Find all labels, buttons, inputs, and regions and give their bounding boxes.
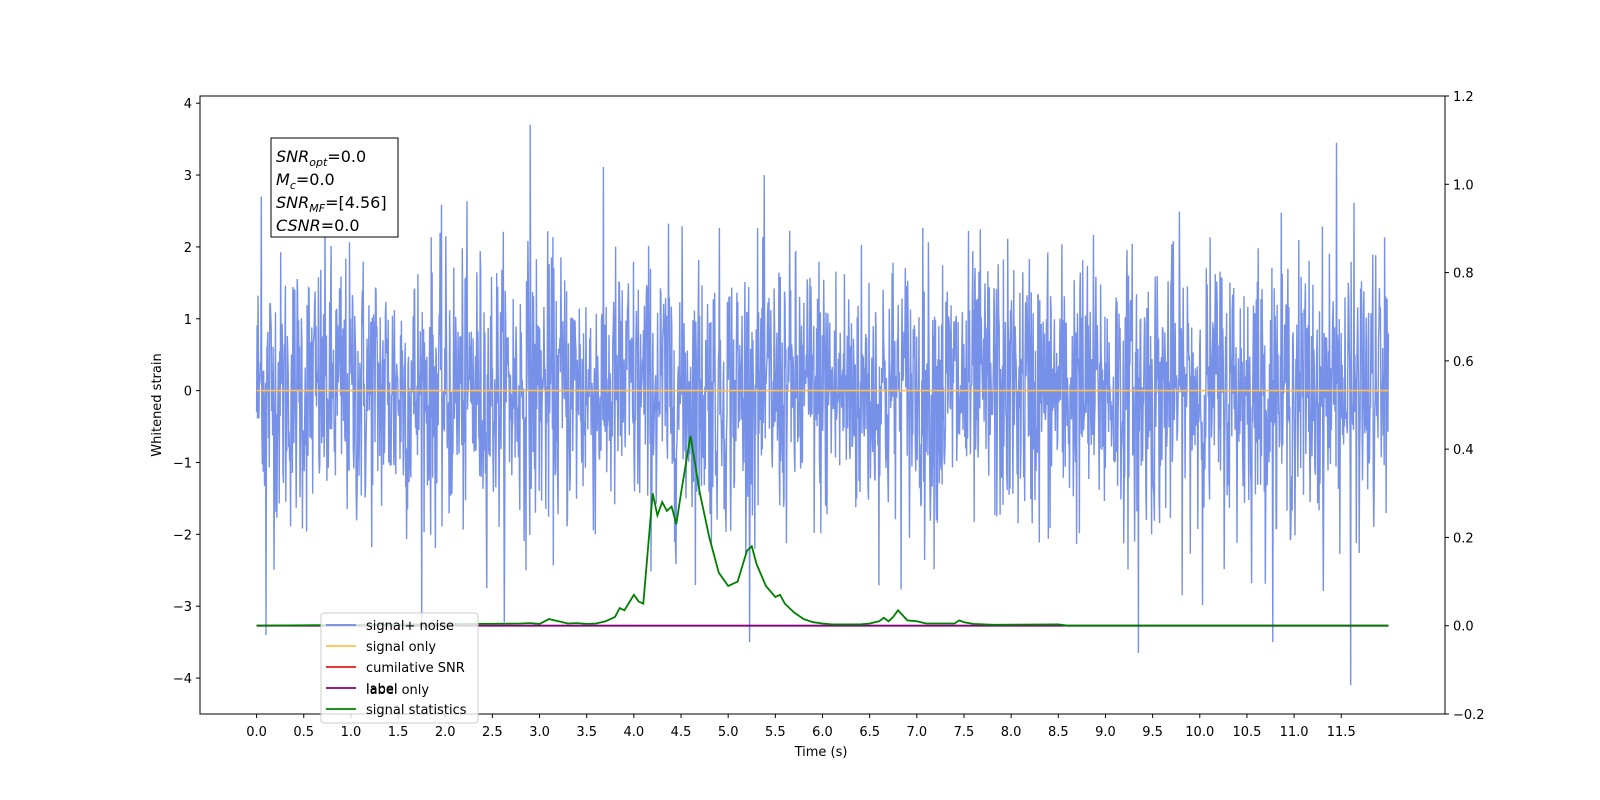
x-tick-label: 6.0 xyxy=(812,725,833,740)
x-tick-label: 3.0 xyxy=(529,725,550,740)
legend-label: signal statistics xyxy=(366,703,467,718)
y2-tick-label: 1.0 xyxy=(1453,178,1474,193)
y2-tick-label: −0.2 xyxy=(1453,708,1485,723)
x-tick-label: 4.5 xyxy=(671,725,692,740)
x-tick-label: 1.0 xyxy=(341,725,362,740)
x-tick-label: 5.5 xyxy=(765,725,786,740)
x-tick-label: 5.0 xyxy=(718,725,739,740)
series-signal-statistics xyxy=(256,435,1389,627)
x-axis-label: Time (s) xyxy=(794,745,848,760)
annotation-line: SNRMF=[4.56] xyxy=(276,193,387,215)
y2-tick-label: 0.8 xyxy=(1453,267,1474,282)
legend-label: signal+ noise xyxy=(366,619,454,634)
x-tick-label: 8.0 xyxy=(1001,725,1022,740)
x-tick-label: 4.0 xyxy=(624,725,645,740)
y2-tick-label: 0.6 xyxy=(1453,355,1474,370)
y2-tick-label: 0.4 xyxy=(1453,443,1474,458)
y2-tick-label: 0.2 xyxy=(1453,531,1474,546)
x-tick-label: 1.5 xyxy=(388,725,409,740)
x-tick-label: 3.5 xyxy=(576,725,597,740)
x-tick-label: 0.0 xyxy=(246,725,267,740)
y-tick-label: −3 xyxy=(173,600,192,615)
y2-tick-label: 1.2 xyxy=(1453,90,1474,105)
x-tick-label: 10.0 xyxy=(1185,725,1214,740)
legend-label: signal only xyxy=(366,640,436,655)
y-tick-label: 2 xyxy=(184,241,192,256)
x-tick-label: 11.0 xyxy=(1280,725,1309,740)
legend-label: label xyxy=(366,682,397,697)
x-tick-label: 2.0 xyxy=(435,725,456,740)
series-signal-plus-noise xyxy=(255,124,1390,686)
signal-statistics-line xyxy=(256,435,1389,627)
y-tick-label: −1 xyxy=(173,456,192,471)
signal-plus-noise-line xyxy=(255,124,1390,686)
x-tick-label: 10.5 xyxy=(1232,725,1261,740)
annotation-line: CSNR=0.0 xyxy=(276,216,360,235)
x-tick-label: 11.5 xyxy=(1327,725,1356,740)
x-tick-label: 2.5 xyxy=(482,725,503,740)
y-tick-label: 0 xyxy=(184,385,192,400)
x-tick-label: 6.5 xyxy=(859,725,880,740)
legend: label only signal+ noise signal only cumil… xyxy=(320,612,479,724)
x-tick-label: 9.0 xyxy=(1095,725,1116,740)
plot-area xyxy=(199,95,1446,715)
legend-label: cumilative SNR xyxy=(366,661,465,676)
x-tick-label: 7.0 xyxy=(906,725,927,740)
x-tick-label: 8.5 xyxy=(1048,725,1069,740)
annotation-line: Mc=0.0 xyxy=(276,170,335,192)
legend-frame xyxy=(320,612,479,724)
y-tick-label: 4 xyxy=(184,97,192,112)
y-axis-label: Whitened strain xyxy=(150,353,165,456)
y-tick-label: −4 xyxy=(173,672,192,687)
x-tick-label: 0.5 xyxy=(293,725,314,740)
y-tick-label: 1 xyxy=(184,313,192,328)
y-tick-label: 3 xyxy=(184,169,192,184)
annotation-line: SNRopt=0.0 xyxy=(276,147,366,169)
y2-tick-label: 0.0 xyxy=(1453,620,1474,635)
x-tick-label: 7.5 xyxy=(954,725,975,740)
x-axis: 0.0 0.5 1.0 1.5 2.0 2.5 3.0 3.5 4.0 4.5 5.0 5.5 6.0 6… xyxy=(246,714,1356,740)
x-tick-label: 9.5 xyxy=(1142,725,1163,740)
legend-occluded-fragment: label only xyxy=(366,683,429,698)
y-axis-right: −0.2 0.0 0.2 0.4 0.6 0.8 1.0 1.2 xyxy=(1445,90,1485,723)
y-tick-label: −2 xyxy=(173,528,192,543)
y-axis-left: −4 −3 −2 −1 0 1 2 3 4 xyxy=(173,97,200,687)
